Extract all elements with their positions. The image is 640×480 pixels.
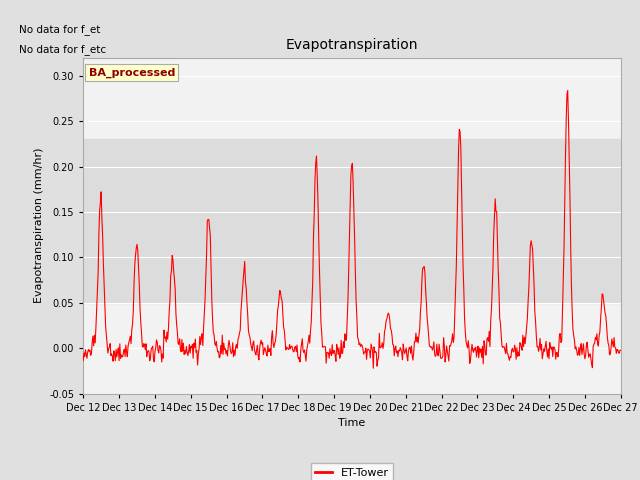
Y-axis label: Evapotranspiration (mm/hr): Evapotranspiration (mm/hr) [34, 148, 44, 303]
Text: No data for f_etc: No data for f_etc [19, 44, 106, 55]
Title: Evapotranspiration: Evapotranspiration [285, 38, 419, 52]
Legend: ET-Tower: ET-Tower [311, 463, 393, 480]
X-axis label: Time: Time [339, 418, 365, 428]
Text: BA_processed: BA_processed [88, 68, 175, 78]
Bar [83, 139, 621, 303]
Text: No data for f_et: No data for f_et [19, 24, 100, 35]
